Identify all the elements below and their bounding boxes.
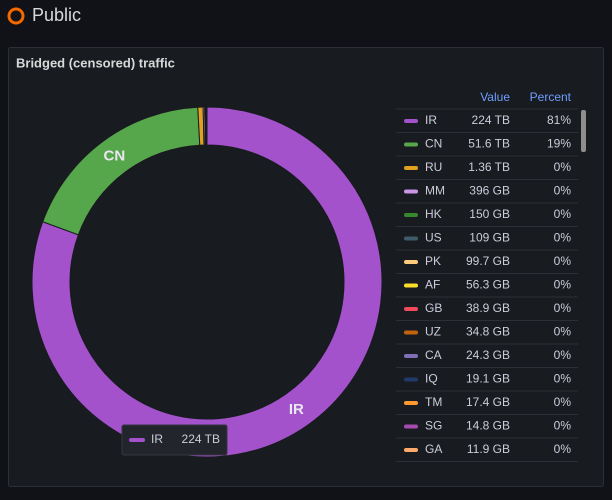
percent-header[interactable]: Percent	[530, 90, 572, 104]
scrollbar	[581, 110, 586, 152]
legend-value: 38.9 GB	[466, 301, 510, 315]
legend-percent: 0%	[554, 348, 572, 362]
legend-value: 19.1 GB	[466, 372, 510, 386]
legend-value: 51.6 TB	[468, 137, 510, 151]
legend-value: 14.8 GB	[466, 419, 510, 433]
legend-label[interactable]: IR	[425, 113, 437, 127]
legend-percent: 0%	[554, 254, 572, 268]
legend-value: 99.7 GB	[466, 254, 510, 268]
legend-percent: 0%	[554, 325, 572, 339]
legend-percent: 0%	[554, 207, 572, 221]
legend-label[interactable]: HK	[425, 207, 442, 221]
legend-value: 396 GB	[469, 184, 510, 198]
legend-label[interactable]: IQ	[425, 372, 438, 386]
legend-label[interactable]: CN	[425, 137, 442, 151]
legend-label[interactable]: MM	[425, 184, 445, 198]
legend-value: 1.36 TB	[468, 160, 510, 174]
legend-value: 17.4 GB	[466, 395, 510, 409]
legend-label[interactable]: RU	[425, 160, 442, 174]
legend-label[interactable]: PK	[425, 254, 441, 268]
tooltip: IR 224 TB	[121, 424, 228, 456]
legend-label[interactable]: CA	[425, 348, 442, 362]
logo	[7, 7, 25, 25]
page-title: Public	[32, 5, 81, 25]
legend-percent: 0%	[554, 160, 572, 174]
legend-label[interactable]: AF	[425, 278, 440, 292]
legend-percent: 0%	[554, 419, 572, 433]
legend-label[interactable]: UZ	[425, 325, 441, 339]
legend-percent: 0%	[554, 372, 572, 386]
value-header[interactable]: Value	[480, 90, 510, 104]
slice-label: IR	[289, 401, 304, 418]
panel-title: Bridged (censored) traffic	[16, 55, 175, 70]
legend-percent: 0%	[554, 184, 572, 198]
legend-label[interactable]: TM	[425, 395, 442, 409]
legend-percent: 0%	[554, 442, 572, 456]
legend-percent: 0%	[554, 301, 572, 315]
legend-value: 11.9 GB	[467, 442, 510, 456]
legend-percent: 0%	[554, 231, 572, 245]
legend-label[interactable]: SG	[425, 419, 442, 433]
legend-label[interactable]: US	[425, 231, 442, 245]
legend-value: 34.8 GB	[466, 325, 510, 339]
legend-value: 224 TB	[472, 113, 510, 127]
legend-value: 24.3 GB	[466, 348, 510, 362]
legend-percent: 0%	[554, 395, 572, 409]
legend-percent: 81%	[547, 113, 571, 127]
legend-percent: 19%	[547, 137, 571, 151]
tooltip-value: 224 TB	[182, 432, 220, 446]
panel	[8, 47, 604, 487]
slice	[31, 106, 383, 458]
legend-value: 56.3 GB	[466, 278, 510, 292]
legend-value: 150 GB	[469, 207, 510, 221]
legend-label[interactable]: GB	[425, 301, 442, 315]
slice-label: CN	[104, 147, 126, 164]
legend-label[interactable]: GA	[425, 442, 442, 456]
tooltip-label: IR	[151, 432, 163, 446]
legend-value: 109 GB	[469, 231, 510, 245]
legend-percent: 0%	[554, 278, 572, 292]
